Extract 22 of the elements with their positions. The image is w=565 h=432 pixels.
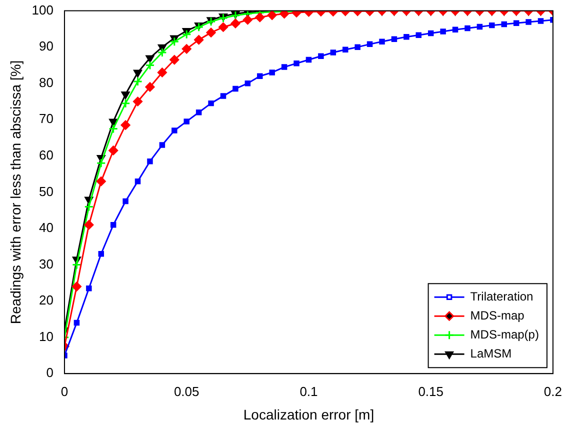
legend-label: LaMSM — [470, 346, 512, 360]
x-axis-title: Localization error [m] — [243, 406, 374, 422]
y-tick-label: 20 — [39, 292, 54, 308]
y-tick-label: 10 — [39, 328, 54, 344]
y-tick-label: 30 — [39, 256, 54, 272]
y-tick-label: 60 — [39, 148, 54, 162]
legend-label: Trilateration — [470, 289, 534, 304]
y-tick-label: 50 — [39, 184, 54, 199]
x-tick-label: 0.15 — [418, 384, 444, 399]
x-tick-label: 0.05 — [174, 384, 200, 399]
y-tick-label: 40 — [39, 220, 54, 236]
y-tick-label: 90 — [39, 38, 54, 54]
y-axis-title: Readings with error less than abscissa [%] — [7, 60, 24, 324]
y-tick-label: 0 — [46, 365, 54, 380]
legend-label: MDS-map — [470, 308, 525, 322]
y-tick-label: 100 — [32, 2, 54, 18]
x-tick-label: 0.2 — [544, 384, 562, 399]
y-tick-label: 80 — [39, 74, 54, 90]
y-tick-label: 70 — [39, 111, 54, 126]
x-tick-label: 0 — [60, 384, 68, 399]
legend-label: MDS-map(p) — [470, 327, 539, 342]
x-tick-label: 0.1 — [300, 384, 318, 399]
